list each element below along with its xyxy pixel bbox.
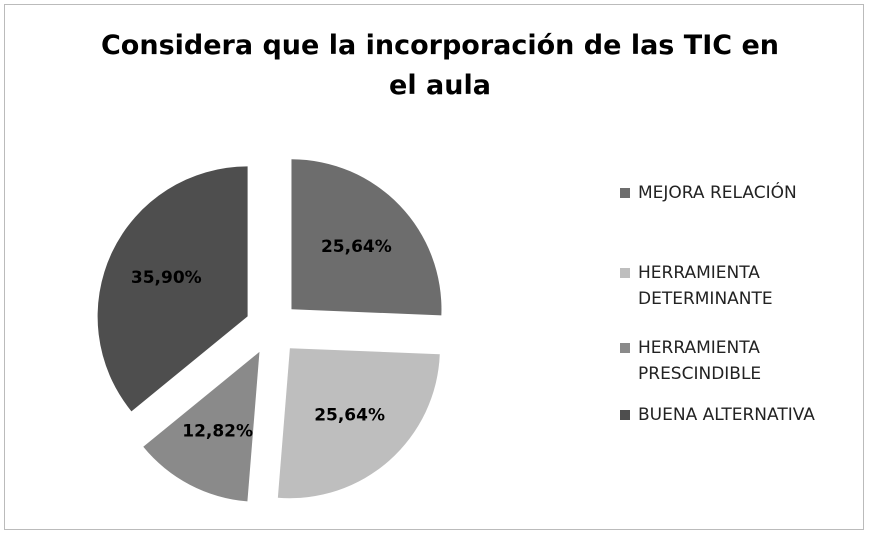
pie-slice	[277, 348, 440, 499]
legend-label: BUENA ALTERNATIVA	[638, 405, 815, 425]
legend-entry: MEJORA RELACIÓN	[620, 180, 858, 206]
legend-entry: HERRAMIENTA PRESCINDIBLE	[620, 335, 858, 387]
pie-slice	[97, 166, 248, 412]
legend-entry: HERRAMIENTA DETERMINANTE	[620, 260, 858, 312]
data-label: 25,64%	[321, 237, 392, 257]
chart-frame	[4, 4, 864, 530]
legend-swatch	[620, 268, 630, 278]
legend-label: MEJORA RELACIÓN	[638, 183, 797, 203]
legend-label: HERRAMIENTA DETERMINANTE	[638, 263, 773, 309]
legend-swatch	[620, 188, 630, 198]
pie-slice	[291, 159, 442, 316]
legend-swatch	[620, 343, 630, 353]
data-label: 25,64%	[314, 406, 385, 426]
legend-swatch	[620, 410, 630, 420]
legend-entry: BUENA ALTERNATIVA	[620, 402, 858, 428]
data-label: 35,90%	[131, 268, 202, 288]
data-label: 12,82%	[182, 422, 253, 442]
pie-slice	[143, 351, 260, 502]
chart-title: Considera que la incorporación de las TI…	[100, 30, 779, 101]
legend-label: HERRAMIENTA PRESCINDIBLE	[638, 338, 762, 384]
